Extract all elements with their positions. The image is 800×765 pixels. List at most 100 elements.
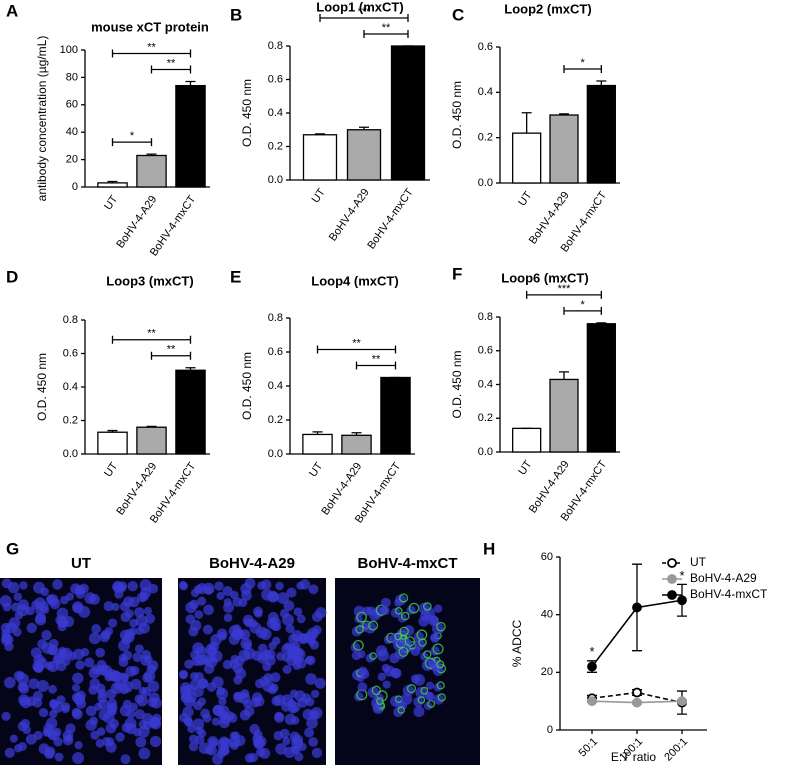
- cell-nucleus: [190, 672, 199, 681]
- bar: [380, 376, 411, 455]
- cell-nucleus: [267, 685, 278, 695]
- cell-nucleus: [232, 624, 242, 634]
- cell-nucleus: [197, 697, 207, 706]
- cell-nucleus: [72, 752, 85, 764]
- cell-nucleus: [88, 667, 100, 679]
- significance-label: ***: [558, 283, 572, 295]
- cell-nucleus: [179, 581, 188, 591]
- bar: [175, 84, 206, 188]
- significance-bracket: [355, 361, 397, 370]
- cell-nucleus: [189, 619, 202, 632]
- cell-nucleus: [118, 657, 129, 668]
- cell-nucleus: [48, 684, 57, 694]
- cell-nucleus: [425, 691, 435, 701]
- cell-nucleus: [185, 601, 197, 614]
- cell-nucleus: [149, 735, 162, 748]
- cell-nucleus: [305, 655, 316, 666]
- cell-nucleus: [211, 717, 221, 726]
- cell-nucleus: [382, 680, 391, 689]
- legend-label: BoHV-4-A29: [690, 571, 757, 585]
- cell-nucleus: [227, 712, 238, 723]
- cell-nucleus: [45, 717, 58, 730]
- error-bar: [559, 113, 569, 115]
- y-tick-label: 0.4: [268, 380, 283, 392]
- cell-nucleus: [95, 647, 106, 658]
- cell-nucleus: [179, 669, 188, 679]
- cell-nucleus: [71, 683, 81, 692]
- y-tick-label: 20: [66, 154, 78, 166]
- stained-cell: [437, 693, 446, 702]
- y-axis-label: O.D. 450 nm: [35, 353, 49, 421]
- chart-title: Loop2 (mxCT): [504, 1, 591, 16]
- cell-nucleus: [42, 728, 52, 737]
- error-bar: [351, 432, 362, 436]
- significance-bracket: [563, 65, 602, 73]
- y-tick-label: 0.0: [268, 174, 283, 186]
- cell-nucleus: [305, 697, 315, 707]
- cell-nucleus: [218, 717, 230, 729]
- cell-nucleus: [281, 652, 292, 663]
- cell-nucleus: [8, 617, 21, 629]
- panel-letter: D: [6, 267, 18, 286]
- cell-nucleus: [121, 722, 132, 733]
- cell-nucleus: [65, 592, 74, 601]
- cell-nucleus: [311, 625, 322, 635]
- cell-nucleus: [364, 621, 377, 634]
- chart-title: Loop3 (mxCT): [106, 273, 193, 288]
- cell-nucleus: [308, 584, 319, 595]
- panel-letter: B: [230, 5, 242, 24]
- cell-nucleus: [134, 607, 145, 618]
- y-axis-label: antibody concentration (µg/mL): [35, 36, 49, 202]
- cell-nucleus: [84, 657, 95, 668]
- y-tick-label: 0.0: [63, 448, 78, 460]
- x-tick-label: BoHV-4-A29: [114, 194, 159, 251]
- cell-nucleus: [95, 683, 106, 694]
- cell-nucleus: [4, 676, 16, 689]
- error-bar: [107, 180, 118, 183]
- y-tick-label: 60: [66, 99, 78, 111]
- y-tick-label: 0.2: [478, 132, 493, 144]
- y-axis-label: O.D. 450 nm: [450, 81, 464, 149]
- cell-nucleus: [119, 601, 131, 612]
- legend-marker: [667, 574, 677, 584]
- cell-nucleus: [33, 730, 43, 740]
- cell-nucleus: [275, 743, 287, 755]
- stained-cell: [369, 652, 377, 660]
- cell-nucleus: [310, 689, 320, 699]
- cell-nucleus: [206, 655, 218, 668]
- cell-nucleus: [187, 724, 196, 733]
- cell-nucleus: [88, 685, 99, 695]
- x-tick-label: UT: [310, 186, 328, 205]
- cell-nucleus: [145, 613, 156, 624]
- y-tick-label: 0.6: [63, 347, 78, 359]
- cell-nucleus: [143, 606, 153, 615]
- significance-bracket: [526, 290, 602, 299]
- y-tick-label: 0.6: [268, 73, 283, 85]
- cell-nucleus: [283, 642, 293, 651]
- cell-nucleus: [229, 740, 239, 751]
- cell-nucleus: [255, 678, 265, 689]
- cell-nucleus: [420, 610, 432, 622]
- cell-nucleus: [380, 606, 390, 616]
- cell-nucleus: [290, 689, 299, 698]
- cell-nucleus: [299, 633, 309, 643]
- bar: [136, 426, 167, 455]
- cell-nucleus: [216, 591, 225, 600]
- data-point: [632, 697, 642, 708]
- bar: [302, 433, 333, 455]
- significance-label: *: [130, 130, 135, 142]
- y-tick-label: 0.6: [478, 345, 493, 357]
- significance-bracket: [150, 65, 192, 74]
- y-tick-label: 0.2: [268, 140, 283, 152]
- cell-nucleus: [251, 650, 263, 661]
- cell-nucleus: [38, 707, 49, 718]
- cell-nucleus: [282, 737, 291, 746]
- cell-nucleus: [232, 663, 244, 674]
- cell-nucleus: [19, 581, 28, 590]
- image-label: BoHV-4-A29: [209, 555, 295, 572]
- cell-nucleus: [310, 707, 323, 720]
- significance-label: *: [581, 57, 586, 69]
- chart-title: Loop1 (mxCT): [316, 0, 403, 14]
- cell-nucleus: [52, 727, 62, 737]
